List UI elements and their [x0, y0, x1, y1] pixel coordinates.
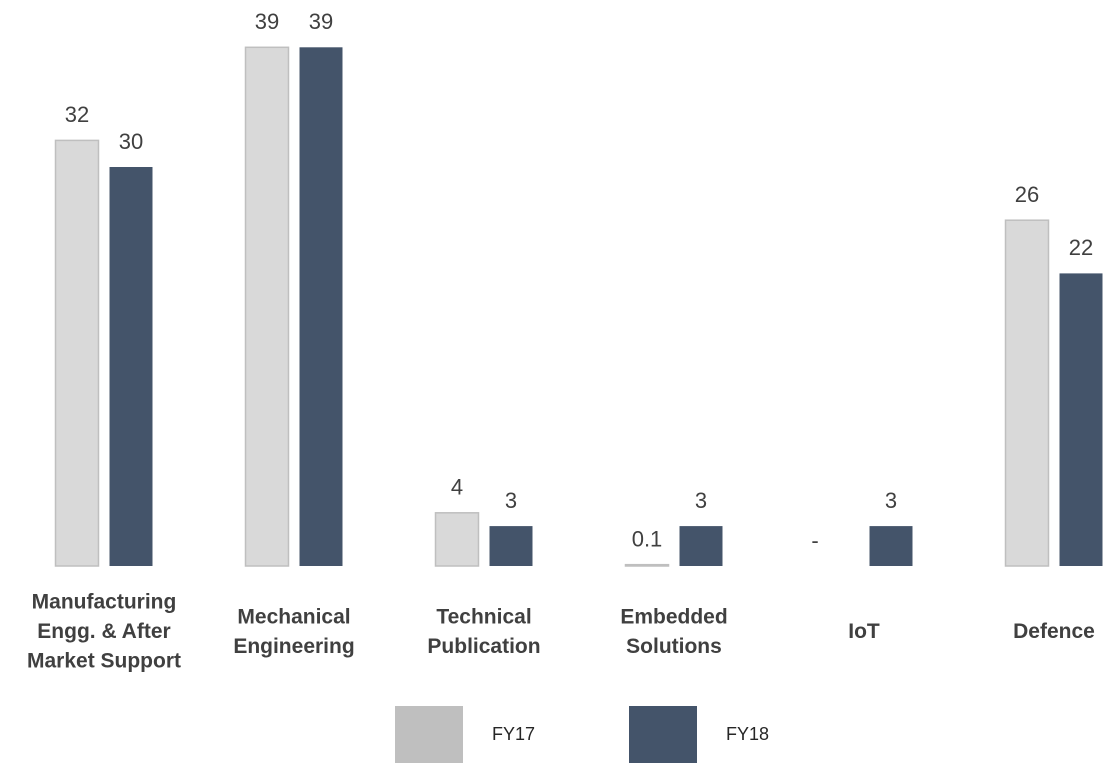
- value-label: 0.1: [632, 526, 663, 551]
- bar: [489, 526, 533, 566]
- bar: [244, 46, 290, 567]
- value-label: 26: [1015, 182, 1039, 207]
- value-label: 39: [255, 9, 279, 34]
- value-label: -: [811, 528, 818, 553]
- legend-label: FY18: [726, 724, 769, 744]
- bar: [1059, 273, 1103, 566]
- x-tick-label: IoT: [848, 620, 880, 643]
- value-label: 3: [505, 488, 517, 513]
- bar: [434, 512, 480, 567]
- x-tick-label: Technical Publication: [427, 605, 540, 658]
- value-label: 4: [451, 475, 463, 500]
- legend-swatch: [629, 706, 697, 763]
- x-tick-label: Defence: [1013, 620, 1095, 643]
- value-label: 32: [65, 102, 89, 127]
- x-tick-label: Mechanical Engineering: [233, 605, 354, 658]
- value-label: 30: [119, 129, 143, 154]
- value-label: 22: [1069, 235, 1093, 260]
- bar: [109, 167, 153, 566]
- bar: [1004, 219, 1050, 567]
- value-label: 3: [885, 488, 897, 513]
- value-label: 39: [309, 9, 333, 34]
- x-tick-label: Manufacturing Engg. & After Market Support: [27, 590, 181, 672]
- legend-label: FY17: [492, 724, 535, 744]
- bar: [869, 526, 913, 566]
- bar: [299, 47, 343, 567]
- x-tick-label: Embedded Solutions: [620, 605, 727, 658]
- bar: [54, 139, 100, 567]
- legend-swatch: [395, 706, 463, 763]
- bar: [679, 526, 723, 566]
- bar: [624, 563, 670, 567]
- value-label: 3: [695, 488, 707, 513]
